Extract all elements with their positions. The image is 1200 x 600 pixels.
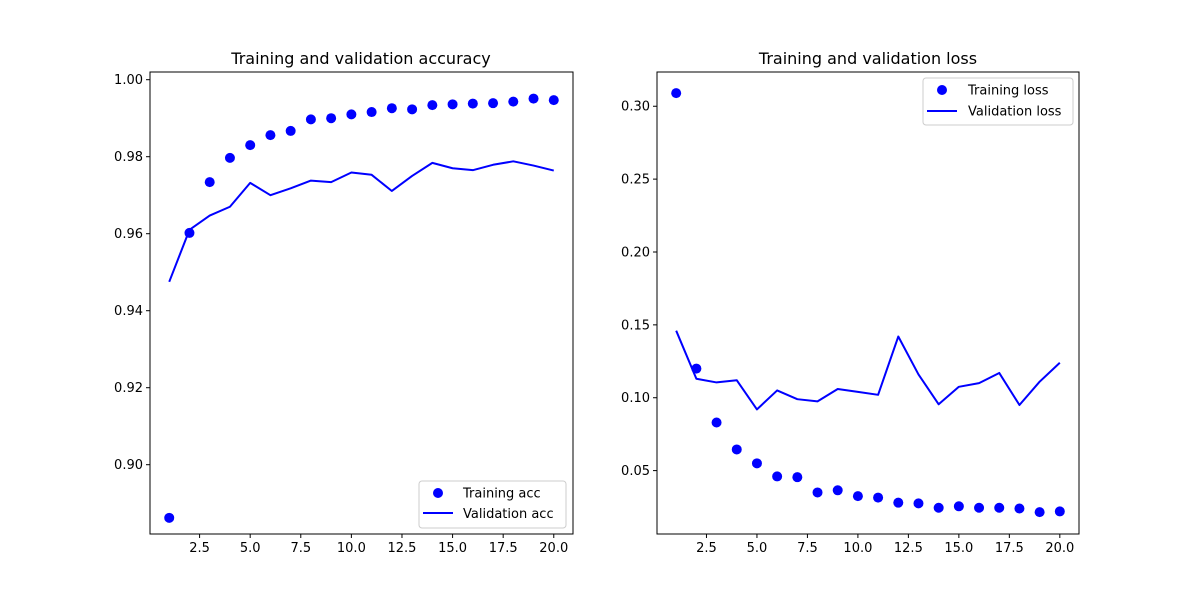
loss-y-tick-label: 0.20 [621,245,650,260]
loss-x-tick-label: 5.0 [747,541,768,556]
accuracy-legend-training-marker [433,488,443,498]
accuracy-data-point [265,130,276,141]
accuracy-y-tick-label: 0.98 [114,150,143,165]
loss-data-point [832,485,843,496]
accuracy-x-ticks: 2.5 5.0 7.5 10.0 12.5 15.0 17.5 20.0 [189,534,568,556]
accuracy-x-tick-label: 2.5 [189,541,210,556]
accuracy-plot-frame [149,71,574,535]
loss-data-point [994,502,1005,513]
loss-data-point [913,498,924,509]
loss-legend-box [922,77,1074,126]
loss-y-tick-label: 0.15 [621,318,650,333]
loss-data-point [893,497,904,508]
accuracy-x-tick-label: 10.0 [337,541,366,556]
loss-plot-frame [656,71,1080,535]
accuracy-legend-training-label: Training acc [462,487,541,502]
accuracy-data-point [305,114,316,125]
accuracy-x-tick-label: 15.0 [438,541,467,556]
loss-x-tick-label: 17.5 [995,541,1024,556]
accuracy-x-tick-label: 7.5 [290,541,311,556]
accuracy-data-point [204,177,215,188]
loss-legend: Training loss Validation loss [922,77,1074,126]
accuracy-chart-title: Training and validation accuracy [230,49,490,68]
loss-data-point [751,458,762,469]
loss-x-tick-label: 10.0 [843,541,872,556]
accuracy-legend-validation-label: Validation acc [463,507,554,522]
loss-x-tick-label: 7.5 [797,541,818,556]
loss-data-point [873,492,884,503]
accuracy-y-tick-label: 0.92 [114,381,143,396]
loss-data-point [772,471,783,482]
accuracy-data-point [427,100,438,111]
accuracy-data-point [508,96,519,107]
loss-panel: Training and validation loss 2.5 5.0 7.5 10… [621,49,1080,556]
accuracy-data-point [164,512,175,523]
loss-x-tick-label: 15.0 [944,541,973,556]
loss-legend-training-label: Training loss [967,84,1049,99]
loss-x-tick-label: 2.5 [696,541,717,556]
accuracy-data-point [548,95,559,106]
accuracy-data-point [346,109,357,120]
accuracy-data-point [285,125,296,136]
loss-data-point [974,502,985,513]
loss-data-point [792,472,803,483]
accuracy-y-tick-label: 0.94 [114,304,143,319]
accuracy-data-point [447,99,458,110]
loss-x-ticks: 2.5 5.0 7.5 10.0 12.5 15.0 17.5 20.0 [696,534,1074,556]
accuracy-x-tick-label: 20.0 [539,541,568,556]
accuracy-data-point [488,98,499,109]
accuracy-series-line-1 [168,160,555,283]
loss-y-tick-label: 0.25 [621,173,650,188]
accuracy-y-tick-label: 1.00 [114,73,143,88]
accuracy-legend: Training acc Validation acc [418,480,567,529]
loss-data-point [933,502,944,513]
loss-data-point [731,444,742,455]
accuracy-y-tick-label: 0.96 [114,227,143,242]
accuracy-data-point [224,152,235,163]
loss-data-point [953,501,964,512]
accuracy-x-tick-label: 17.5 [489,541,518,556]
loss-y-ticks: 0.05 0.10 0.15 0.20 0.25 0.30 [621,100,657,479]
loss-chart-title: Training and validation loss [758,49,977,68]
accuracy-x-tick-label: 12.5 [388,541,417,556]
accuracy-marks [164,93,559,523]
loss-data-point [812,487,823,498]
accuracy-data-point [467,98,478,109]
loss-data-point [671,88,682,99]
loss-x-tick-label: 20.0 [1045,541,1074,556]
accuracy-y-ticks: 0.90 0.92 0.94 0.96 0.98 1.00 [114,73,150,473]
accuracy-data-point [366,107,377,118]
accuracy-panel: Training and validation accuracy 2.5 5.0 7… [114,49,574,556]
loss-y-tick-label: 0.05 [621,464,650,479]
loss-series-line-1 [675,330,1061,411]
loss-data-point [711,417,722,428]
loss-x-tick-label: 12.5 [894,541,923,556]
loss-legend-validation-label: Validation loss [968,105,1062,120]
loss-data-point [1054,506,1065,517]
accuracy-x-tick-label: 5.0 [240,541,261,556]
accuracy-data-point [386,103,397,114]
loss-y-tick-label: 0.30 [621,100,650,115]
loss-legend-training-marker [937,85,947,95]
loss-data-point [852,491,863,502]
accuracy-data-point [407,104,418,115]
loss-data-point [1014,503,1025,514]
accuracy-data-point [245,140,256,151]
accuracy-data-point [326,113,337,124]
loss-y-tick-label: 0.10 [621,391,650,406]
accuracy-data-point [528,93,539,104]
accuracy-y-tick-label: 0.90 [114,458,143,473]
loss-data-point [1034,507,1045,518]
loss-marks [671,88,1065,518]
accuracy-legend-box [418,480,567,529]
